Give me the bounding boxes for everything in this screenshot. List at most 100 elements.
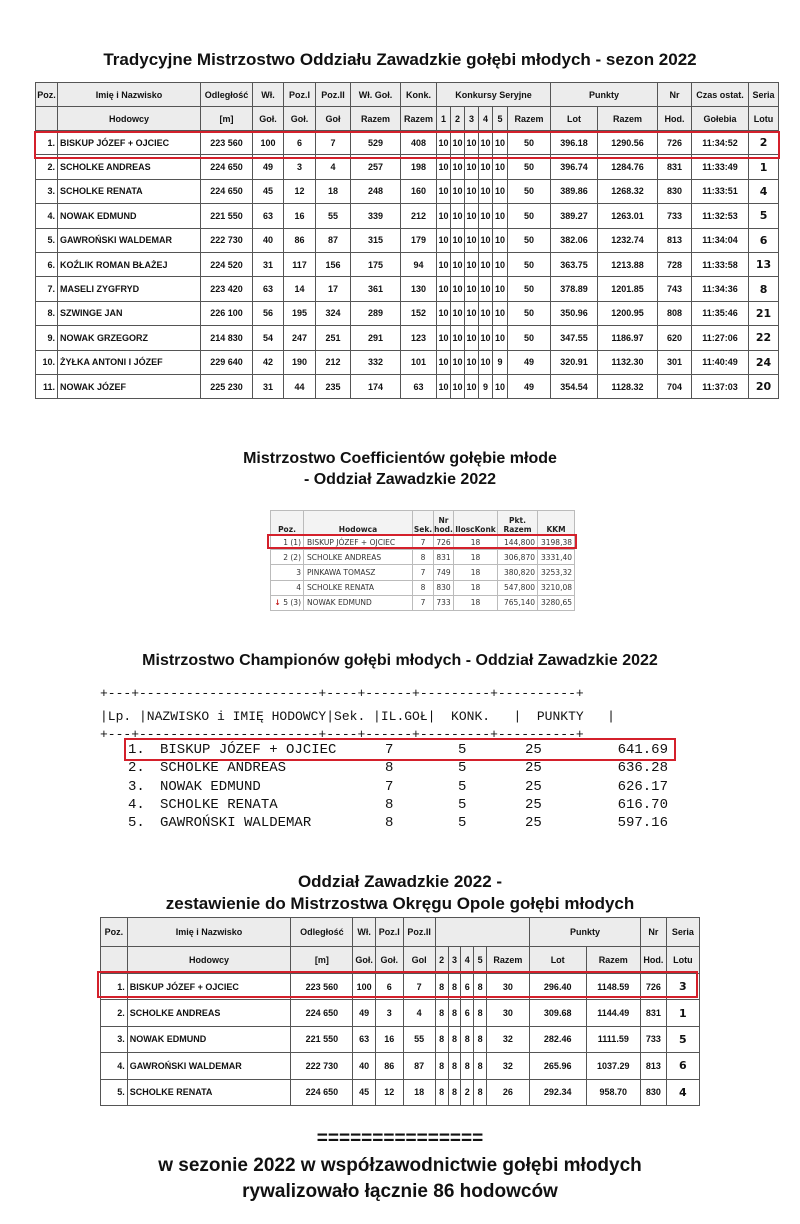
table-cell: 10 — [450, 276, 465, 302]
table-row: ↓ 5 (3) NOWAK EDMUND 7 733 18 765,140 3280,65 — [270, 594, 575, 611]
table-cell: 10 — [436, 227, 451, 253]
table-cell: 5 — [458, 796, 467, 813]
table-cell: 3 — [374, 999, 404, 1027]
header-cell — [35, 106, 58, 131]
breeder-name: NOWAK EDMUND — [160, 778, 261, 795]
table-cell: 309.68 — [528, 999, 587, 1027]
table-cell: 14 — [283, 276, 316, 302]
table-cell: 626.17 — [617, 778, 668, 795]
table-cell: 195 — [283, 300, 316, 327]
table-cell: 8 — [748, 276, 780, 302]
table-cell: 10 — [436, 154, 451, 180]
header-cell: Wł. Goł. — [350, 82, 401, 107]
table-cell: 13 — [748, 251, 780, 278]
table-cell: 10 — [436, 203, 451, 229]
table-cell: 18 — [453, 564, 498, 581]
table-row: 7. MASELI ZYGFRYD 223 420 63 14 17 361 130 10 10 1… — [35, 276, 780, 302]
header-cell: [m] — [200, 106, 253, 131]
table-cell: 10 — [478, 203, 493, 229]
cell-text: 3 — [296, 567, 301, 577]
table-row: 3. NOWAK EDMUND 221 550 63 16 55 8 8 8 8 32 282.46 1… — [100, 1025, 701, 1054]
table-cell: 728 — [657, 251, 693, 278]
table-row: 5. GAWROŃSKI WALDEMAR 222 730 40 86 87 315 179 1… — [35, 227, 780, 253]
header-cell: [m] — [290, 946, 354, 974]
cell-text: 765,140 — [503, 598, 535, 608]
table-cell: 25 — [525, 796, 542, 813]
breeder-name: BISKUP JÓZEF + OJCIEC — [303, 533, 413, 551]
header-cell: 3 — [447, 946, 462, 974]
table-cell: 123 — [400, 325, 437, 351]
table-row: 10. ŻYŁKA ANTONI I JÓZEF 229 640 42 190 212 33… — [35, 349, 780, 375]
header-cell: Poz.II — [315, 82, 351, 107]
table-cell: 743 — [657, 276, 693, 302]
table-cell: 25 — [525, 778, 542, 795]
table-cell: 224 650 — [200, 154, 253, 180]
table-cell: 291 — [350, 325, 401, 351]
table-cell: 45 — [252, 178, 284, 205]
table-cell: 1037.29 — [585, 1052, 642, 1080]
table-row: 4. NOWAK EDMUND 221 550 63 16 55 339 212 10 10 10 1… — [35, 203, 780, 229]
breeder-name: BISKUP JÓZEF + OJCIEC — [57, 129, 201, 156]
table-cell: 152 — [400, 300, 437, 327]
table-cell: 2 — [748, 129, 780, 156]
table-cell: 265.96 — [528, 1052, 587, 1080]
table-cell: 10 — [436, 373, 451, 400]
table-cell: 958.70 — [585, 1078, 642, 1106]
table-cell: 10 — [464, 325, 479, 351]
table-cell: 7 — [385, 778, 394, 795]
breeder-name: NOWAK JÓZEF — [57, 373, 201, 400]
cell-text: 306,870 — [503, 552, 535, 562]
table-cell: 156 — [315, 251, 351, 278]
table-cell: 6 — [460, 999, 475, 1027]
table-cell: 221 550 — [290, 1025, 354, 1054]
header-cell: Poz. — [100, 917, 128, 947]
table-cell: 6 — [283, 129, 316, 156]
table-cell: 3280,65 — [537, 594, 575, 611]
section3-title: Mistrzostwo Championów gołębi młodych - … — [142, 652, 658, 669]
header-cell: Goł. — [352, 946, 376, 974]
table-cell: 10 — [492, 300, 508, 327]
table-cell: 389.27 — [550, 203, 598, 229]
header-cell: Lotu — [665, 946, 701, 974]
table-cell: 50 — [507, 203, 551, 229]
header-cell: 4 — [460, 946, 475, 974]
table-cell: 50 — [507, 251, 551, 278]
header-cell: Lot — [528, 946, 587, 974]
table-cell: 10 — [478, 154, 493, 180]
table-cell: 831 — [657, 154, 693, 180]
table-cell: 16 — [374, 1025, 404, 1054]
table-cell: 5. — [100, 1078, 128, 1106]
table-cell: 117 — [283, 251, 316, 278]
breeder-name: SCHOLKE ANDREAS — [126, 999, 292, 1027]
table-cell: 10 — [436, 349, 451, 375]
table-cell: 10 — [492, 276, 508, 302]
table-cell: 10 — [478, 300, 493, 327]
table-cell: 8 — [473, 1078, 488, 1106]
breeder-name: NOWAK EDMUND — [57, 203, 201, 229]
breeder-name: SCHOLKE ANDREAS — [160, 760, 287, 777]
table-cell: 292.34 — [528, 1078, 587, 1106]
table-cell: 8 — [385, 796, 394, 813]
table-cell: 7 — [315, 129, 351, 156]
header-cell: Goł. — [252, 106, 284, 131]
table-cell: 830 — [433, 579, 454, 596]
table-cell: 1201.85 — [596, 276, 659, 302]
table-cell: 5 — [458, 760, 467, 777]
header-cell: Nr hod. — [433, 510, 454, 535]
table-cell: 11:33:49 — [691, 154, 750, 180]
table-cell: 179 — [400, 227, 437, 253]
table-cell: 8 — [473, 972, 488, 1001]
table-cell: 8 — [434, 972, 449, 1001]
table-row: 3. SCHOLKE RENATA 224 650 45 12 18 248 160 10 10 1… — [35, 178, 780, 205]
table-cell: 306,870 — [497, 549, 538, 566]
table-cell: 324 — [315, 300, 351, 327]
table-cell: 11:34:36 — [691, 276, 750, 302]
table-cell: 7 — [412, 533, 434, 551]
table-cell: 30 — [486, 972, 530, 1001]
table-cell: 8. — [35, 300, 58, 327]
table-cell: 10 — [492, 178, 508, 205]
table-cell: 10 — [464, 373, 479, 400]
table-cell: 1232.74 — [596, 227, 659, 253]
breeder-name: SCHOLKE RENATA — [126, 1078, 292, 1106]
table-cell: 224 650 — [200, 178, 253, 205]
